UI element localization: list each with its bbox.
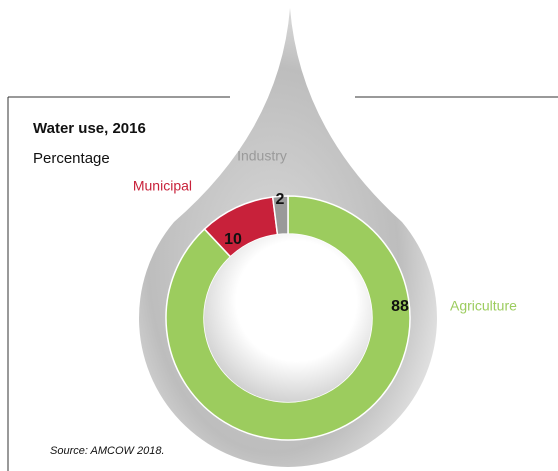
donut-hole — [204, 234, 372, 402]
category-label: Municipal — [133, 178, 192, 194]
category-label: Industry — [237, 148, 287, 164]
chart-subtitle: Percentage — [33, 150, 110, 167]
source-note: Source: AMCOW 2018. — [50, 445, 165, 457]
value-label: 2 — [276, 191, 285, 208]
chart-title: Water use, 2016 — [33, 120, 146, 137]
value-label: 88 — [391, 298, 409, 315]
category-label: Agriculture — [450, 298, 517, 314]
value-label: 10 — [224, 231, 242, 248]
